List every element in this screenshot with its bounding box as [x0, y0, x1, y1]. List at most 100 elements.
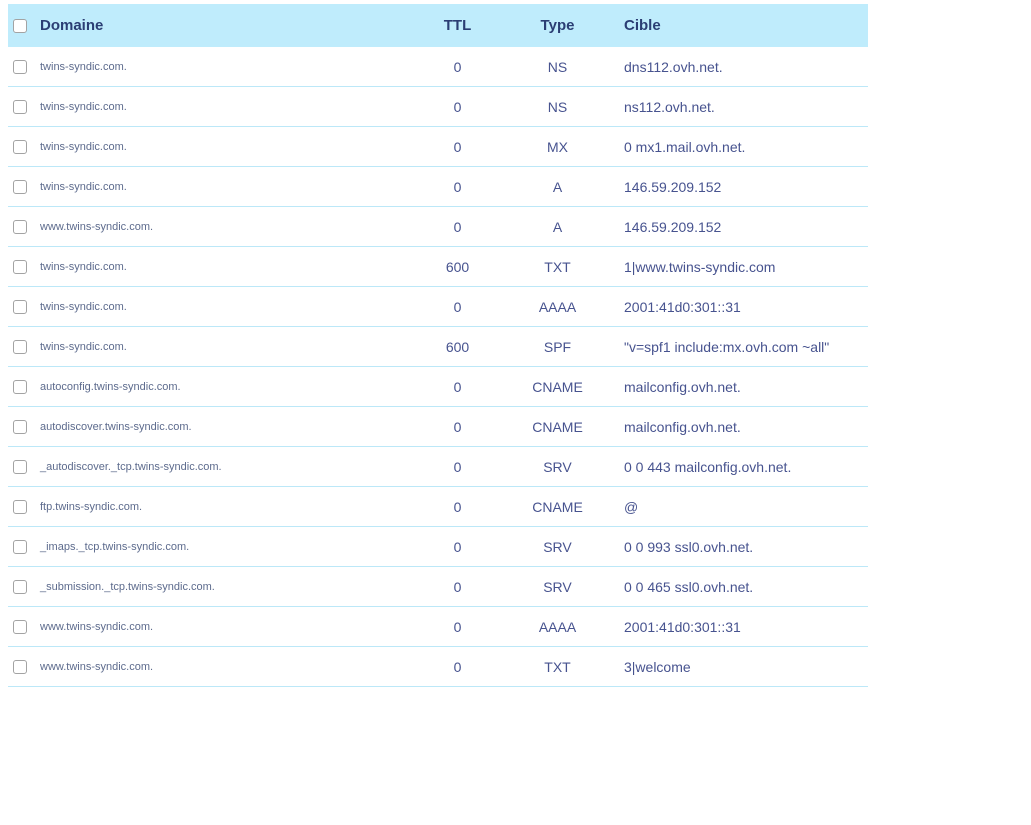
record-ttl: 0 — [453, 138, 462, 155]
row-checkbox[interactable] — [13, 179, 27, 194]
record-ttl: 0 — [453, 538, 462, 555]
record-domain: twins-syndic.com. — [40, 180, 127, 193]
row-checkbox[interactable] — [13, 59, 27, 74]
row-checkbox-cell — [8, 579, 38, 594]
column-header-ttl: TTL — [443, 17, 472, 34]
record-target: 2001:41d0:301::31 — [624, 298, 741, 315]
row-checkbox[interactable] — [13, 259, 27, 274]
record-type: MX — [547, 138, 568, 155]
table-row: twins-syndic.com. 0 A 146.59.209.152 — [8, 167, 868, 207]
table-row: twins-syndic.com. 600 SPF "v=spf1 includ… — [8, 327, 868, 367]
row-checkbox-cell — [8, 139, 38, 154]
row-checkbox[interactable] — [13, 579, 27, 594]
record-domain: twins-syndic.com. — [40, 260, 127, 273]
record-domain: www.twins-syndic.com. — [40, 660, 154, 673]
row-checkbox-cell — [8, 499, 38, 514]
row-checkbox-cell — [8, 339, 38, 354]
row-checkbox[interactable] — [13, 219, 27, 234]
record-type: TXT — [544, 258, 571, 275]
table-row: _submission._tcp.twins-syndic.com. 0 SRV… — [8, 567, 868, 607]
row-checkbox[interactable] — [13, 619, 27, 634]
dns-records-table: Domaine TTL Type Cible twins-syndic.com.… — [8, 4, 868, 687]
record-type: CNAME — [532, 378, 583, 395]
record-target: 0 0 465 ssl0.ovh.net. — [624, 578, 754, 595]
record-domain: autodiscover.twins-syndic.com. — [40, 420, 192, 433]
record-target: 0 mx1.mail.ovh.net. — [624, 138, 746, 155]
record-ttl: 0 — [453, 58, 462, 75]
record-domain: autoconfig.twins-syndic.com. — [40, 380, 181, 393]
column-header-target: Cible — [624, 17, 661, 34]
row-checkbox-cell — [8, 659, 38, 674]
table-header-row: Domaine TTL Type Cible — [8, 4, 868, 47]
table-row: _imaps._tcp.twins-syndic.com. 0 SRV 0 0 … — [8, 527, 868, 567]
record-domain: ftp.twins-syndic.com. — [40, 500, 143, 513]
row-checkbox[interactable] — [13, 459, 27, 474]
row-checkbox[interactable] — [13, 139, 27, 154]
record-domain: twins-syndic.com. — [40, 340, 127, 353]
record-type: AAAA — [538, 618, 577, 635]
record-domain: www.twins-syndic.com. — [40, 220, 154, 233]
table-row: twins-syndic.com. 0 MX 0 mx1.mail.ovh.ne… — [8, 127, 868, 167]
record-domain: twins-syndic.com. — [40, 300, 127, 313]
record-ttl: 0 — [453, 578, 462, 595]
record-target: mailconfig.ovh.net. — [624, 378, 741, 395]
table-body: twins-syndic.com. 0 NS dns112.ovh.net. t… — [8, 47, 868, 687]
record-target: "v=spf1 include:mx.ovh.com ~all" — [624, 338, 830, 355]
record-domain: twins-syndic.com. — [40, 140, 127, 153]
record-ttl: 0 — [453, 618, 462, 635]
table-row: www.twins-syndic.com. 0 TXT 3|welcome — [8, 647, 868, 687]
table-row: _autodiscover._tcp.twins-syndic.com. 0 S… — [8, 447, 868, 487]
table-row: autoconfig.twins-syndic.com. 0 CNAME mai… — [8, 367, 868, 407]
record-ttl: 0 — [453, 418, 462, 435]
row-checkbox[interactable] — [13, 339, 27, 354]
record-type: CNAME — [532, 418, 583, 435]
record-target: 0 0 443 mailconfig.ovh.net. — [624, 458, 792, 475]
record-type: A — [552, 178, 563, 195]
row-checkbox-cell — [8, 419, 38, 434]
record-target: dns112.ovh.net. — [624, 58, 723, 75]
row-checkbox-cell — [8, 619, 38, 634]
row-checkbox-cell — [8, 539, 38, 554]
row-checkbox-cell — [8, 179, 38, 194]
row-checkbox-cell — [8, 99, 38, 114]
record-type: CNAME — [532, 498, 583, 515]
record-type: SRV — [543, 458, 572, 475]
table-row: autodiscover.twins-syndic.com. 0 CNAME m… — [8, 407, 868, 447]
record-domain: twins-syndic.com. — [40, 60, 127, 73]
table-row: www.twins-syndic.com. 0 AAAA 2001:41d0:3… — [8, 607, 868, 647]
record-type: NS — [547, 98, 568, 115]
record-domain: _autodiscover._tcp.twins-syndic.com. — [40, 460, 222, 473]
row-checkbox-cell — [8, 259, 38, 274]
row-checkbox[interactable] — [13, 419, 27, 434]
record-type: AAAA — [538, 298, 577, 315]
table-row: twins-syndic.com. 600 TXT 1|www.twins-sy… — [8, 247, 868, 287]
table-row: www.twins-syndic.com. 0 A 146.59.209.152 — [8, 207, 868, 247]
row-checkbox-cell — [8, 59, 38, 74]
record-target: @ — [624, 498, 639, 515]
record-ttl: 0 — [453, 218, 462, 235]
record-ttl: 0 — [453, 378, 462, 395]
row-checkbox-cell — [8, 299, 38, 314]
record-target: mailconfig.ovh.net. — [624, 418, 741, 435]
table-row: twins-syndic.com. 0 AAAA 2001:41d0:301::… — [8, 287, 868, 327]
row-checkbox[interactable] — [13, 99, 27, 114]
record-domain: twins-syndic.com. — [40, 100, 127, 113]
row-checkbox[interactable] — [13, 659, 27, 674]
row-checkbox[interactable] — [13, 299, 27, 314]
select-all-checkbox[interactable] — [13, 18, 27, 33]
header-checkbox-cell — [8, 18, 38, 33]
record-ttl: 0 — [453, 178, 462, 195]
record-type: A — [552, 218, 563, 235]
row-checkbox[interactable] — [13, 379, 27, 394]
record-type: SRV — [543, 578, 572, 595]
record-type: NS — [547, 58, 568, 75]
row-checkbox-cell — [8, 459, 38, 474]
row-checkbox[interactable] — [13, 539, 27, 554]
row-checkbox[interactable] — [13, 499, 27, 514]
column-header-domain: Domaine — [40, 17, 104, 34]
table-row: twins-syndic.com. 0 NS ns112.ovh.net. — [8, 87, 868, 127]
record-ttl: 600 — [445, 338, 470, 355]
record-domain: _submission._tcp.twins-syndic.com. — [40, 580, 215, 593]
record-ttl: 0 — [453, 498, 462, 515]
column-header-type: Type — [540, 17, 575, 34]
